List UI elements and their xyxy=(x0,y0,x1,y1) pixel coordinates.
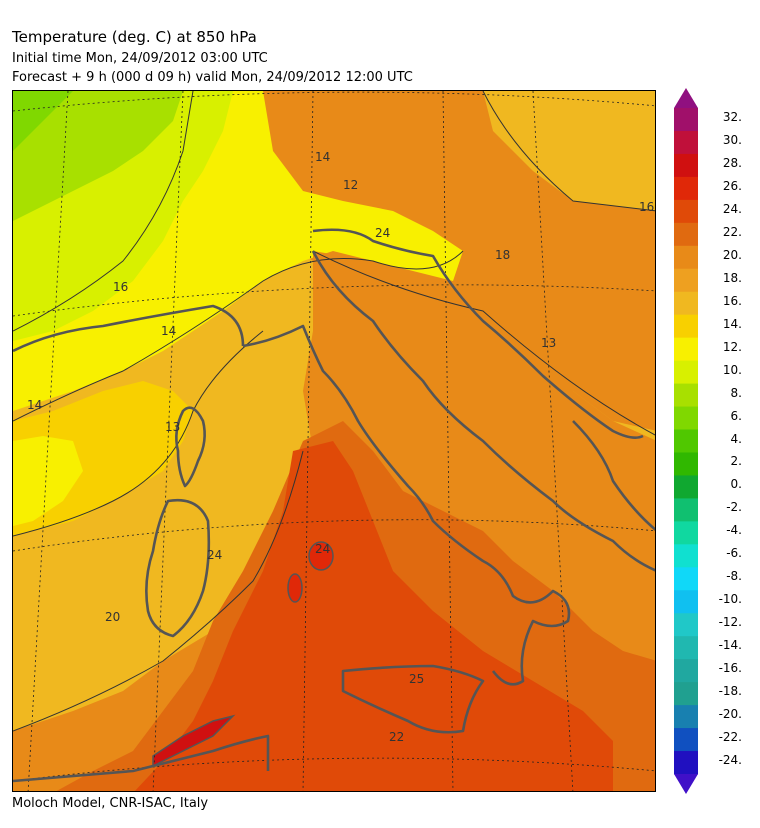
contour-label: 24 xyxy=(315,542,330,556)
colorbar-swatch xyxy=(674,682,698,706)
contour-label: 14 xyxy=(315,150,330,164)
colorbar-tick-label: 0. xyxy=(730,477,742,492)
coast-italy-west xyxy=(242,324,571,686)
colorbar-swatch xyxy=(674,636,698,660)
colorbar-swatch xyxy=(674,108,698,132)
colorbar-tick-label: -24. xyxy=(718,753,742,768)
coast-sardinia xyxy=(145,498,211,638)
colorbar-tick-label: -6. xyxy=(726,546,742,561)
colorbar-max-arrow xyxy=(674,88,698,108)
contour-label: 18 xyxy=(495,248,510,262)
colorbar-tick-label: -16. xyxy=(718,661,742,676)
colorbar-swatch xyxy=(674,429,698,453)
colorbar-tick-label: -8. xyxy=(726,569,742,584)
colorbar-swatch xyxy=(674,291,698,316)
contour-label: 14 xyxy=(161,324,176,338)
colorbar-tick-label: -22. xyxy=(718,730,742,745)
colorbar-swatch xyxy=(674,337,698,362)
colorbar-tick-label: -20. xyxy=(718,707,742,722)
colorbar-swatch xyxy=(674,521,698,545)
colorbar-swatch xyxy=(674,360,698,385)
temperature-map: 14 12 24 16 14 14 16 18 13 13 24 24 20 2… xyxy=(12,90,656,792)
colorbar-swatch xyxy=(674,222,698,247)
contour-label: 16 xyxy=(639,200,654,214)
colorbar-swatch xyxy=(674,728,698,752)
colorbar-tick-label: -4. xyxy=(726,523,742,538)
band-6-nw xyxy=(13,91,73,151)
coast-africa xyxy=(13,734,270,783)
colorbar-swatch xyxy=(674,199,698,224)
colorbar-tick-label: -12. xyxy=(718,615,742,630)
warm-cell-sard xyxy=(287,573,303,603)
colorbar-swatch xyxy=(674,475,698,499)
colorbar-tick-label: 28. xyxy=(722,155,742,170)
contour-label: 24 xyxy=(375,226,390,240)
colorbar-swatch xyxy=(674,452,698,476)
colorbar-tick-label: 12. xyxy=(722,339,742,354)
colorbar xyxy=(674,88,698,794)
colorbar-tick-label: -2. xyxy=(726,500,742,515)
colorbar-tick-label: 32. xyxy=(722,110,742,124)
colorbar-tick-label: 18. xyxy=(722,270,742,285)
colorbar-swatch xyxy=(674,613,698,637)
contour-label: 24 xyxy=(207,548,222,562)
coast-balkans xyxy=(572,420,655,531)
colorbar-swatch xyxy=(674,751,698,775)
contour-label: 16 xyxy=(113,280,128,294)
contour-label: 22 xyxy=(389,730,404,744)
contour-label: 14 xyxy=(27,398,42,412)
colorbar-tick-label: 24. xyxy=(722,201,742,216)
colorbar-tick-label: -10. xyxy=(718,592,742,607)
colorbar-swatch xyxy=(674,705,698,729)
colorbar-tick-label: 14. xyxy=(722,316,742,331)
band-12-north xyxy=(13,91,233,341)
colorbar-tick-label: 16. xyxy=(722,293,742,308)
coast-sicily xyxy=(341,664,485,734)
colorbar-tick-label: 30. xyxy=(722,132,742,147)
contour-label: 12 xyxy=(343,178,358,192)
colorbar-swatch xyxy=(674,544,698,568)
contour-label: 13 xyxy=(165,420,180,434)
colorbar-tick-label: 8. xyxy=(730,385,742,400)
colorbar-tick-label: -18. xyxy=(718,684,742,699)
colorbar-tick-label: -14. xyxy=(718,638,742,653)
colorbar-tick-label: 26. xyxy=(722,178,742,193)
coast-italy-east xyxy=(312,228,644,439)
colorbar-swatch xyxy=(674,659,698,683)
colorbar-swatch xyxy=(674,176,698,201)
band-8-nw xyxy=(13,91,183,221)
contour-label: 25 xyxy=(409,672,424,686)
forecast-time: Forecast + 9 h (000 d 09 h) valid Mon, 2… xyxy=(12,70,413,85)
colorbar-swatch xyxy=(674,153,698,178)
colorbar-tick-label: 20. xyxy=(722,247,742,262)
colorbar-swatch xyxy=(674,406,698,431)
colorbar-swatch xyxy=(674,268,698,293)
colorbar-tick-label: 4. xyxy=(730,431,742,446)
coast-corsica xyxy=(175,406,206,488)
colorbar-swatch xyxy=(674,245,698,270)
chart-title: Temperature (deg. C) at 850 hPa xyxy=(12,28,257,46)
initial-time: Initial time Mon, 24/09/2012 03:00 UTC xyxy=(12,51,268,66)
colorbar-tick-label: 10. xyxy=(722,362,742,377)
colorbar-tick-label: 2. xyxy=(730,454,742,469)
colorbar-swatch xyxy=(674,130,698,155)
coast-france xyxy=(13,304,245,353)
colorbar-tick-label: 22. xyxy=(722,224,742,239)
contour-label: 13 xyxy=(541,336,556,350)
colorbar-min-arrow xyxy=(674,774,698,794)
warm-cell-tyrr xyxy=(308,541,334,571)
colorbar-swatch xyxy=(674,590,698,614)
contour-label: 20 xyxy=(105,610,120,624)
colorbar-swatch xyxy=(674,383,698,408)
coast-adriatic-east xyxy=(311,250,655,572)
band-13-west xyxy=(13,436,83,526)
colorbar-swatch xyxy=(674,498,698,522)
colorbar-swatch xyxy=(674,314,698,339)
band-14-north xyxy=(13,91,463,411)
model-credit: Moloch Model, CNR-ISAC, Italy xyxy=(12,796,209,811)
colorbar-swatch xyxy=(674,567,698,591)
colorbar-tick-label: 6. xyxy=(730,408,742,423)
band-24-tyrr xyxy=(134,441,613,791)
